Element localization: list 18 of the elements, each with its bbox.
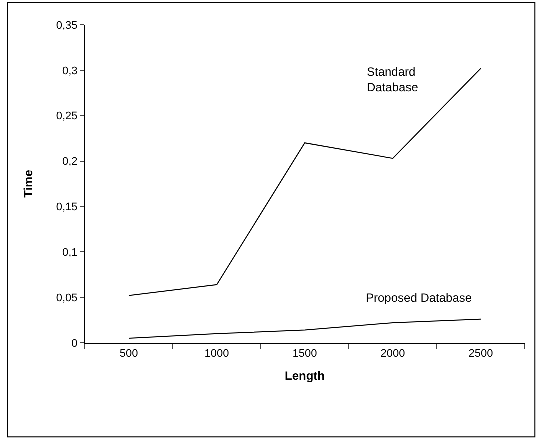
x-tick-label: 2500 [468, 348, 494, 360]
line-series [128, 318, 482, 339]
y-tick-label: 0,05 [56, 292, 78, 304]
x-tick-label: 1500 [292, 348, 318, 360]
series-label: Proposed Database [366, 291, 472, 305]
x-tick-label: 500 [120, 348, 138, 360]
y-tick-label: 0,25 [56, 110, 78, 123]
x-tick-label: 2000 [380, 348, 406, 360]
x-axis-title: Length [285, 369, 325, 384]
y-tick-label: 0,3 [62, 65, 78, 78]
y-tick-label: 0,35 [56, 20, 78, 32]
y-tick-label: 0,1 [62, 246, 78, 259]
x-tick-label: 1000 [204, 348, 230, 360]
y-tick-label: 0,2 [62, 156, 78, 168]
text: Standard Database [367, 65, 419, 95]
y-tick-label: 0,15 [56, 202, 78, 214]
y-axis-title: Time [22, 170, 36, 198]
y-tick-label: 0 [72, 338, 78, 350]
